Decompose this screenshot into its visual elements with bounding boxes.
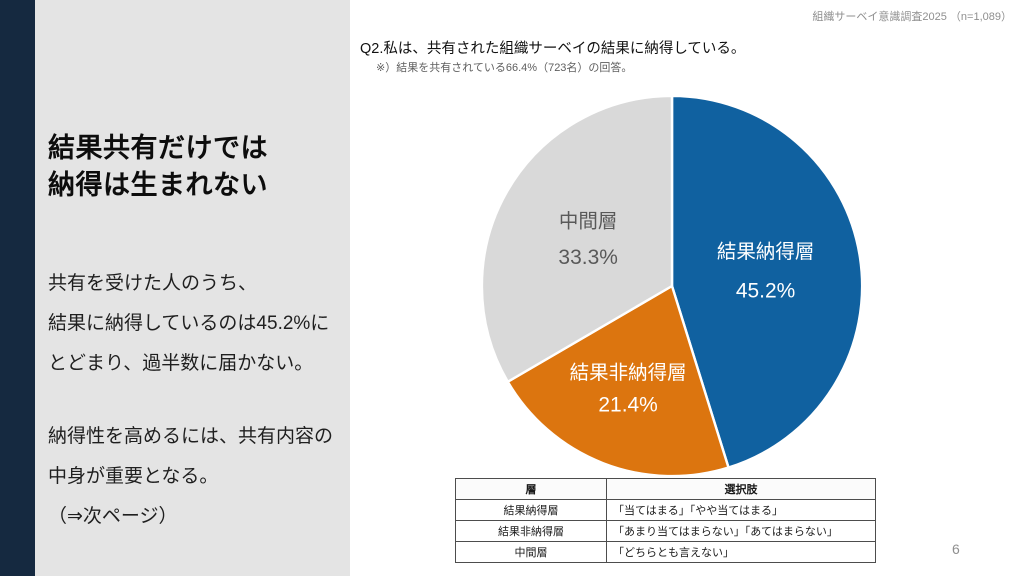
pie-chart-svg: 結果納得層 45.2% 結果非納得層 21.4% 中間層 33.3% [480,94,864,478]
pie-label-neutral-pct: 33.3% [558,246,617,269]
category-definition-table: 層 選択肢 結果納得層 「当てはまる」「やや当てはまる」 結果非納得層 「あまり… [455,478,876,563]
pie-label-disagree-pct: 21.4% [598,393,657,416]
pie-label-neutral-name: 中間層 [559,211,618,233]
chart-question-note: ※）結果を共有されている66.4%（723名）の回答。 [376,62,633,74]
table-cell-layer: 結果納得層 [455,499,607,521]
slide-title-line1: 結果共有だけでは [48,133,268,163]
table-header-choices: 選択肢 [606,478,876,500]
pie-label-disagree-name: 結果非納得層 [570,362,687,384]
left-accent-bar [0,0,35,576]
table-cell-choices: 「どちらとも言えない」 [606,541,876,563]
page-number: 6 [952,541,960,557]
summary-line: 納得性を高めるには、共有内容の [48,426,334,447]
table-cell-choices: 「あまり当てはまらない」「あてはまらない」 [606,520,876,542]
table-cell-layer: 中間層 [455,541,607,563]
summary-paragraph-2: 納得性を高めるには、共有内容の 中身が重要となる。 （⇒次ページ） [48,417,333,537]
table-row: 中間層 「どちらとも言えない」 [455,541,876,563]
pie-slice-neutral [480,94,674,383]
summary-line: 結果に納得しているのは45.2%に [48,313,330,334]
summary-line: 共有を受けた人のうち、 [48,273,258,294]
survey-source-label: 組織サーベイ意識調査2025 （n=1,089） [812,11,1012,23]
pie-label-agree-pct: 45.2% [736,279,795,302]
pie-label-agree-name: 結果納得層 [717,241,815,263]
slide-title: 結果共有だけでは 納得は生まれない [48,130,268,204]
slide-summary: 共有を受けた人のうち、 結果に納得しているのは45.2%に とどまり、過半数に届… [48,264,333,537]
table-header-row: 層 選択肢 [455,478,876,500]
table-cell-layer: 結果非納得層 [455,520,607,542]
sidebar: 結果共有だけでは 納得は生まれない 共有を受けた人のうち、 結果に納得しているの… [35,0,350,576]
summary-paragraph-1: 共有を受けた人のうち、 結果に納得しているのは45.2%に とどまり、過半数に届… [48,264,333,384]
pie-slice-disagree [506,284,730,478]
summary-line: （⇒次ページ） [48,506,178,527]
slide-title-line2: 納得は生まれない [48,170,268,200]
table-row: 結果非納得層 「あまり当てはまらない」「あてはまらない」 [455,520,876,542]
chart-question-title: Q2.私は、共有された組織サーベイの結果に納得している。 [360,41,746,57]
pie-chart: 結果納得層 45.2% 結果非納得層 21.4% 中間層 33.3% [477,91,867,481]
pie-slice-agree [670,94,864,469]
table-row: 結果納得層 「当てはまる」「やや当てはまる」 [455,499,876,521]
table-cell-choices: 「当てはまる」「やや当てはまる」 [606,499,876,521]
summary-line: とどまり、過半数に届かない。 [48,353,314,374]
summary-line: 中身が重要となる。 [48,466,219,487]
table-header-layer: 層 [455,478,607,500]
